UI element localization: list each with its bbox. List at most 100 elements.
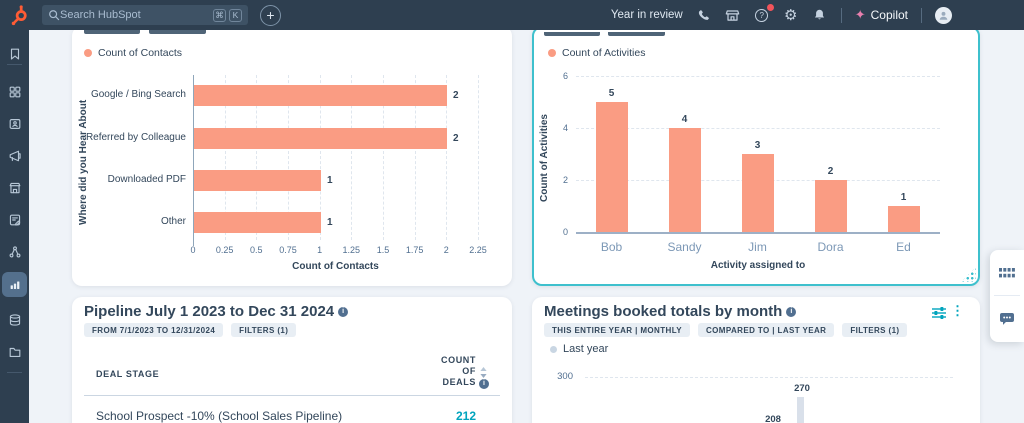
copilot-button[interactable]: ✦ Copilot — [854, 7, 908, 22]
user-avatar[interactable] — [935, 6, 952, 24]
filter-tag-row: FROM 7/1/2023 TO 12/31/2024 FILTERS (1) — [84, 323, 297, 337]
legend-label: Last year — [563, 343, 609, 355]
bar-value-label: 1 — [900, 192, 907, 203]
comments-button[interactable] — [990, 296, 1024, 341]
global-search-bar[interactable]: ⌘ K — [42, 5, 248, 25]
x-axis-line — [576, 232, 940, 234]
bar-other[interactable] — [194, 212, 321, 233]
bar-last-year-month[interactable] — [797, 397, 804, 423]
year-in-review-link[interactable]: Year in review — [610, 9, 683, 21]
sidebar-item-marketing[interactable] — [0, 142, 29, 170]
x-tick-label: 2 — [443, 245, 449, 255]
category-label: Google / Bing Search — [90, 89, 186, 100]
create-button[interactable]: + — [260, 4, 281, 26]
column-header-deal-stage[interactable]: DEAL STAGE — [96, 369, 160, 379]
bar-referred-by-colleague[interactable] — [194, 128, 447, 149]
bar-google-bing-search[interactable] — [194, 85, 447, 106]
x-tick-label: 0 — [190, 245, 196, 255]
column-header-count-of-deals[interactable]: COUNT OF DEALS i — [428, 355, 489, 389]
sidebar-item-bookmarks[interactable] — [0, 40, 29, 68]
sidebar-item-content[interactable] — [0, 174, 29, 202]
bar-ed[interactable] — [887, 206, 920, 232]
sidebar-item-workspaces[interactable] — [0, 78, 29, 106]
bar-jim[interactable] — [741, 154, 774, 232]
date-range-tag[interactable]: THIS ENTIRE YEAR | MONTHLY — [544, 323, 690, 337]
x-tick-label: 1 — [317, 245, 323, 255]
y-tick-label: 2 — [562, 175, 568, 185]
card-title: Pipeline July 1 2023 to Dec 31 2024 i — [84, 303, 349, 320]
card-resize-handle[interactable] — [961, 267, 976, 282]
x-axis-title: Count of Contacts — [292, 261, 379, 272]
activities-by-owner-report-card-selected[interactable]: Count of Activities Count of Activities … — [532, 26, 980, 286]
legend-label: Count of Activities — [562, 47, 646, 59]
filters-tag[interactable]: FILTERS (1) — [231, 323, 297, 337]
help-icon[interactable]: ? — [754, 4, 774, 23]
category-label: Dora — [817, 240, 844, 254]
bar-value-label: 2 — [827, 166, 834, 177]
data-database-icon — [9, 314, 20, 326]
commerce-invoice-icon — [9, 214, 20, 226]
topbar-divider — [921, 7, 922, 23]
bar-dora[interactable] — [814, 180, 847, 232]
sort-icon[interactable] — [480, 367, 487, 378]
bar-value-label: 1 — [327, 175, 333, 186]
x-tick-label: 1.75 — [405, 245, 424, 255]
gridline — [319, 75, 321, 240]
calling-phone-icon[interactable] — [696, 7, 712, 23]
sidebar-divider — [7, 64, 22, 65]
comment-bubble-icon — [1000, 312, 1014, 325]
bar-downloaded-pdf[interactable] — [194, 170, 321, 191]
filters-tag[interactable]: FILTERS (1) — [842, 323, 908, 337]
notifications-bell-icon[interactable] — [812, 7, 828, 23]
bar-value-label: 270 — [794, 383, 810, 394]
settings-gear-icon[interactable]: ⚙ — [784, 6, 798, 24]
pipeline-report-card[interactable]: Pipeline July 1 2023 to Dec 31 2024 i FR… — [72, 297, 512, 423]
bar-sandy[interactable] — [668, 128, 701, 232]
sidebar-item-automations[interactable] — [0, 238, 29, 266]
marketplace-storefront-icon[interactable] — [725, 7, 741, 23]
grid-dots-icon — [999, 267, 1015, 277]
sidebar-item-library[interactable] — [0, 338, 29, 366]
sidebar-item-reporting-active[interactable] — [2, 272, 27, 297]
bar-bob[interactable] — [595, 102, 628, 232]
chart-legend: Count of Contacts — [84, 47, 182, 59]
x-axis-title: Activity assigned to — [710, 260, 806, 271]
legend-label: Count of Contacts — [98, 47, 183, 59]
gridline — [383, 75, 384, 240]
chart-settings-sliders-icon[interactable] — [932, 306, 946, 320]
contacts-by-source-report-card[interactable]: Count of Contacts Where did you Hear Abo… — [72, 26, 512, 286]
topbar-divider — [840, 7, 842, 23]
sidebar-item-data-management[interactable] — [0, 306, 29, 334]
chart-legend[interactable]: Last year — [550, 343, 608, 355]
category-label: Jim — [748, 240, 767, 254]
hubspot-logo-icon[interactable] — [8, 4, 30, 26]
meetings-booked-report-card[interactable]: Meetings booked totals by month i ⋮ THIS… — [532, 297, 980, 423]
info-icon[interactable]: i — [338, 306, 349, 317]
category-label: Bob — [600, 240, 623, 254]
search-input[interactable] — [60, 9, 210, 21]
date-range-tag[interactable]: FROM 7/1/2023 TO 12/31/2024 — [84, 323, 224, 337]
reporting-bar-chart-icon — [10, 281, 19, 289]
chart-legend: Count of Activities — [548, 47, 645, 59]
category-label: Ed — [896, 240, 911, 254]
notification-badge — [766, 4, 774, 11]
bar-value-label: 2 — [453, 133, 459, 144]
filter-tag-row: THIS ENTIRE YEAR | MONTHLY COMPARED TO |… — [544, 323, 908, 337]
compare-tag[interactable]: COMPARED TO | LAST YEAR — [698, 323, 835, 337]
gridline — [446, 75, 448, 240]
sidebar-item-crm[interactable] — [0, 110, 29, 138]
kebab-menu-icon[interactable]: ⋮ — [951, 303, 964, 318]
deal-count-link[interactable]: 212 — [455, 409, 476, 423]
clipped-filter-tag — [608, 32, 665, 36]
info-icon[interactable]: i — [786, 306, 797, 317]
card-title: Meetings booked totals by month i — [544, 303, 797, 320]
x-tick-label: 0.25 — [215, 245, 234, 255]
clipped-filter-tag — [149, 30, 206, 34]
library-folder-icon — [9, 347, 20, 358]
crm-contact-card-icon — [9, 119, 20, 129]
sidebar-item-commerce[interactable] — [0, 206, 29, 234]
pinned-views-button[interactable] — [990, 250, 1024, 295]
x-tick-label: 2.25 — [469, 245, 487, 255]
gridline — [585, 377, 953, 378]
info-icon[interactable]: i — [479, 379, 489, 389]
